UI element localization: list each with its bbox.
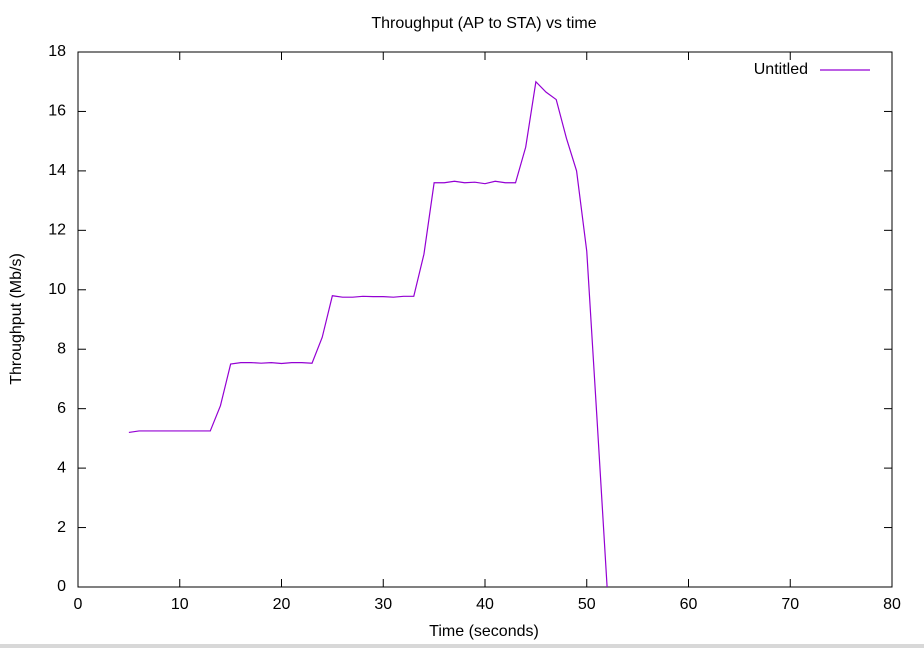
x-tick-label: 30 bbox=[374, 596, 392, 613]
window-edge bbox=[0, 644, 924, 648]
y-tick-label: 4 bbox=[57, 459, 66, 476]
y-tick-label: 8 bbox=[57, 340, 66, 357]
x-tick-label: 60 bbox=[680, 596, 698, 613]
y-tick-label: 12 bbox=[48, 222, 66, 239]
y-tick-label: 6 bbox=[57, 400, 66, 417]
x-tick-label: 40 bbox=[476, 596, 494, 613]
legend-label: Untitled bbox=[754, 61, 808, 78]
x-tick-label: 10 bbox=[171, 596, 189, 613]
y-tick-label: 10 bbox=[48, 281, 66, 298]
chart-title: Throughput (AP to STA) vs time bbox=[371, 15, 596, 32]
data-line bbox=[128, 80, 608, 588]
y-axis-label: Throughput (Mb/s) bbox=[8, 253, 25, 385]
y-tick-label: 14 bbox=[48, 162, 66, 179]
x-tick-label: 70 bbox=[781, 596, 799, 613]
x-tick-label: 20 bbox=[273, 596, 291, 613]
x-tick-label: 0 bbox=[74, 596, 83, 613]
y-tick-label: 0 bbox=[57, 578, 66, 595]
y-tick-label: 16 bbox=[48, 103, 66, 120]
y-tick-label: 2 bbox=[57, 519, 66, 536]
y-tick-label: 18 bbox=[48, 43, 66, 60]
x-tick-label: 80 bbox=[883, 596, 901, 613]
x-axis-label: Time (seconds) bbox=[429, 623, 539, 640]
x-tick-label: 50 bbox=[578, 596, 596, 613]
